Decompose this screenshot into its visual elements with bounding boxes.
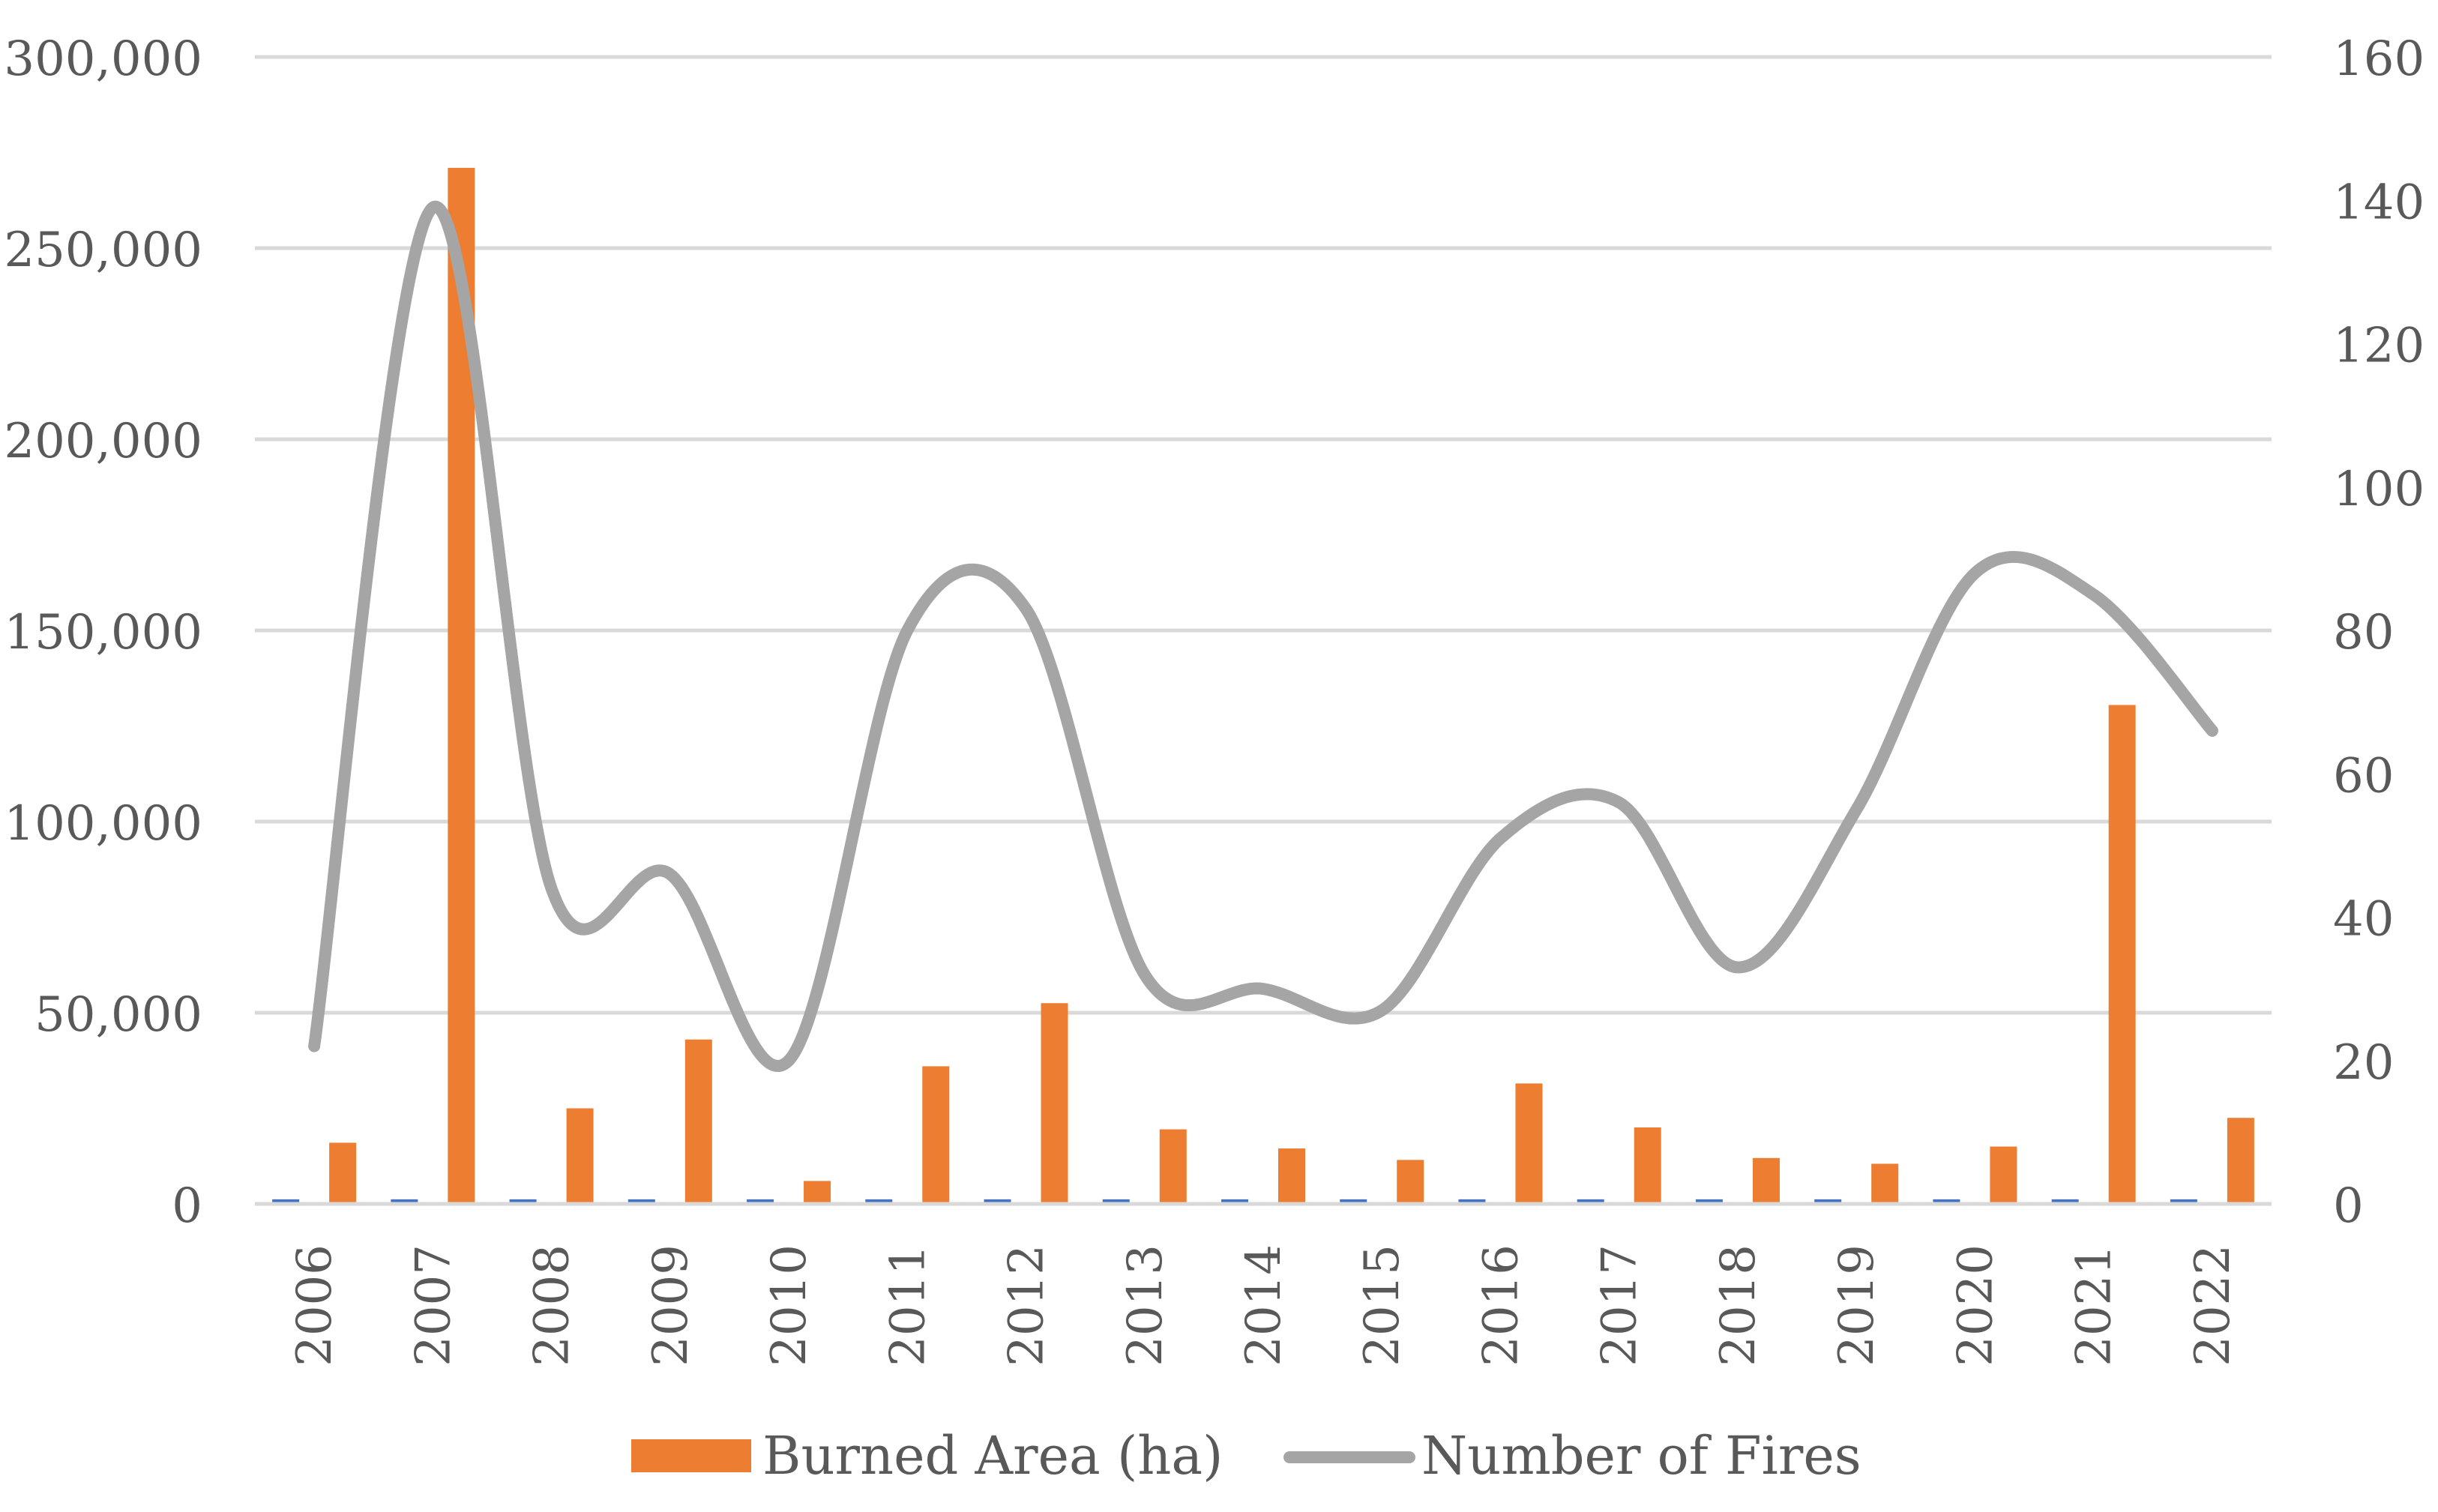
y2-tick-label: 100 xyxy=(2333,462,2425,517)
bar-burned-area xyxy=(566,1108,594,1204)
x-tick-label: 2016 xyxy=(1473,1244,1529,1367)
bar-series-0 xyxy=(1933,1199,1960,1204)
x-tick-label: 2012 xyxy=(999,1244,1055,1367)
bar-series-0 xyxy=(272,1199,300,1204)
bar-series-0 xyxy=(1340,1199,1367,1204)
y-tick-label: 150,000 xyxy=(4,605,202,660)
bar-burned-area xyxy=(2227,1118,2254,1204)
y2-tick-label: 40 xyxy=(2333,892,2394,948)
bar-series-0 xyxy=(391,1199,418,1204)
y2-tick-label: 140 xyxy=(2333,175,2425,230)
bar-burned-area xyxy=(1752,1157,1780,1204)
x-tick-label: 2020 xyxy=(1948,1244,2003,1367)
bar-burned-area xyxy=(1041,1003,1068,1204)
y-tick-label: 0 xyxy=(172,1178,202,1234)
x-tick-label: 2009 xyxy=(643,1244,699,1367)
bar-burned-area xyxy=(1159,1129,1187,1204)
x-tick-label: 2014 xyxy=(1236,1244,1292,1367)
bar-burned-area xyxy=(329,1142,357,1204)
bar-series-0 xyxy=(1814,1199,1842,1204)
bar-series-0 xyxy=(1458,1199,1486,1204)
bars xyxy=(272,167,2254,1204)
x-tick-label: 2019 xyxy=(1829,1244,1885,1367)
x-tick-label: 2011 xyxy=(880,1244,936,1367)
y-tick-label: 200,000 xyxy=(4,414,202,469)
y-tick-label: 250,000 xyxy=(4,223,202,278)
y2-tick-label: 80 xyxy=(2333,605,2394,660)
bar-burned-area xyxy=(1397,1160,1424,1204)
bar-series-0 xyxy=(1221,1199,1248,1204)
x-tick-label: 2015 xyxy=(1355,1244,1410,1367)
bar-burned-area xyxy=(1278,1148,1305,1204)
y2-tick-label: 160 xyxy=(2333,31,2425,87)
bar-series-0 xyxy=(2051,1199,2079,1204)
y2-tick-label: 0 xyxy=(2333,1178,2364,1234)
legend-swatch-burned-area xyxy=(631,1439,751,1472)
bar-series-0 xyxy=(984,1199,1011,1204)
bar-burned-area xyxy=(2108,705,2136,1204)
x-tick-label: 2006 xyxy=(287,1244,343,1367)
y2-tick-label: 60 xyxy=(2333,748,2394,804)
bar-series-0 xyxy=(2170,1199,2197,1204)
bar-burned-area xyxy=(1871,1163,1899,1204)
x-tick-label: 2007 xyxy=(406,1244,461,1367)
line-series xyxy=(308,200,2218,1072)
x-tick-label: 2013 xyxy=(1118,1244,1173,1367)
gridlines xyxy=(255,55,2272,1206)
x-tick-label: 2021 xyxy=(2067,1244,2122,1367)
bar-burned-area xyxy=(1515,1083,1543,1204)
bar-series-0 xyxy=(1102,1199,1130,1204)
bar-burned-area xyxy=(1634,1127,1661,1204)
bar-series-0 xyxy=(509,1199,537,1204)
axes: 0 50,000 100,000 150,000 200,000 250,000 300,0… xyxy=(4,31,2425,1367)
legend: Burned Area (ha) Number of Fires xyxy=(631,1425,1861,1487)
bar-burned-area xyxy=(804,1181,831,1204)
bar-burned-area xyxy=(1990,1146,2017,1204)
x-tick-label: 2017 xyxy=(1592,1244,1648,1367)
bar-burned-area xyxy=(922,1066,950,1204)
line-number-of-fires xyxy=(308,200,2218,1072)
bar-series-0 xyxy=(865,1199,893,1204)
legend-label-number-of-fires: Number of Fires xyxy=(1421,1425,1861,1487)
y2-tick-label: 20 xyxy=(2333,1035,2394,1091)
bar-series-0 xyxy=(627,1199,655,1204)
y-tick-label: 300,000 xyxy=(4,31,202,87)
y2-tick-label: 120 xyxy=(2333,319,2425,374)
x-tick-label: 2018 xyxy=(1711,1244,1766,1367)
x-tick-label: 2010 xyxy=(762,1244,817,1367)
legend-label-burned-area: Burned Area (ha) xyxy=(762,1425,1223,1487)
bar-burned-area xyxy=(684,1039,712,1204)
bar-series-0 xyxy=(1577,1199,1604,1204)
x-tick-label: 2008 xyxy=(525,1244,580,1367)
y-tick-label: 100,000 xyxy=(4,796,202,852)
bar-series-0 xyxy=(1695,1199,1723,1204)
bar-series-0 xyxy=(747,1199,774,1204)
y-tick-label: 50,000 xyxy=(34,987,202,1043)
x-tick-label: 2022 xyxy=(2185,1244,2241,1367)
